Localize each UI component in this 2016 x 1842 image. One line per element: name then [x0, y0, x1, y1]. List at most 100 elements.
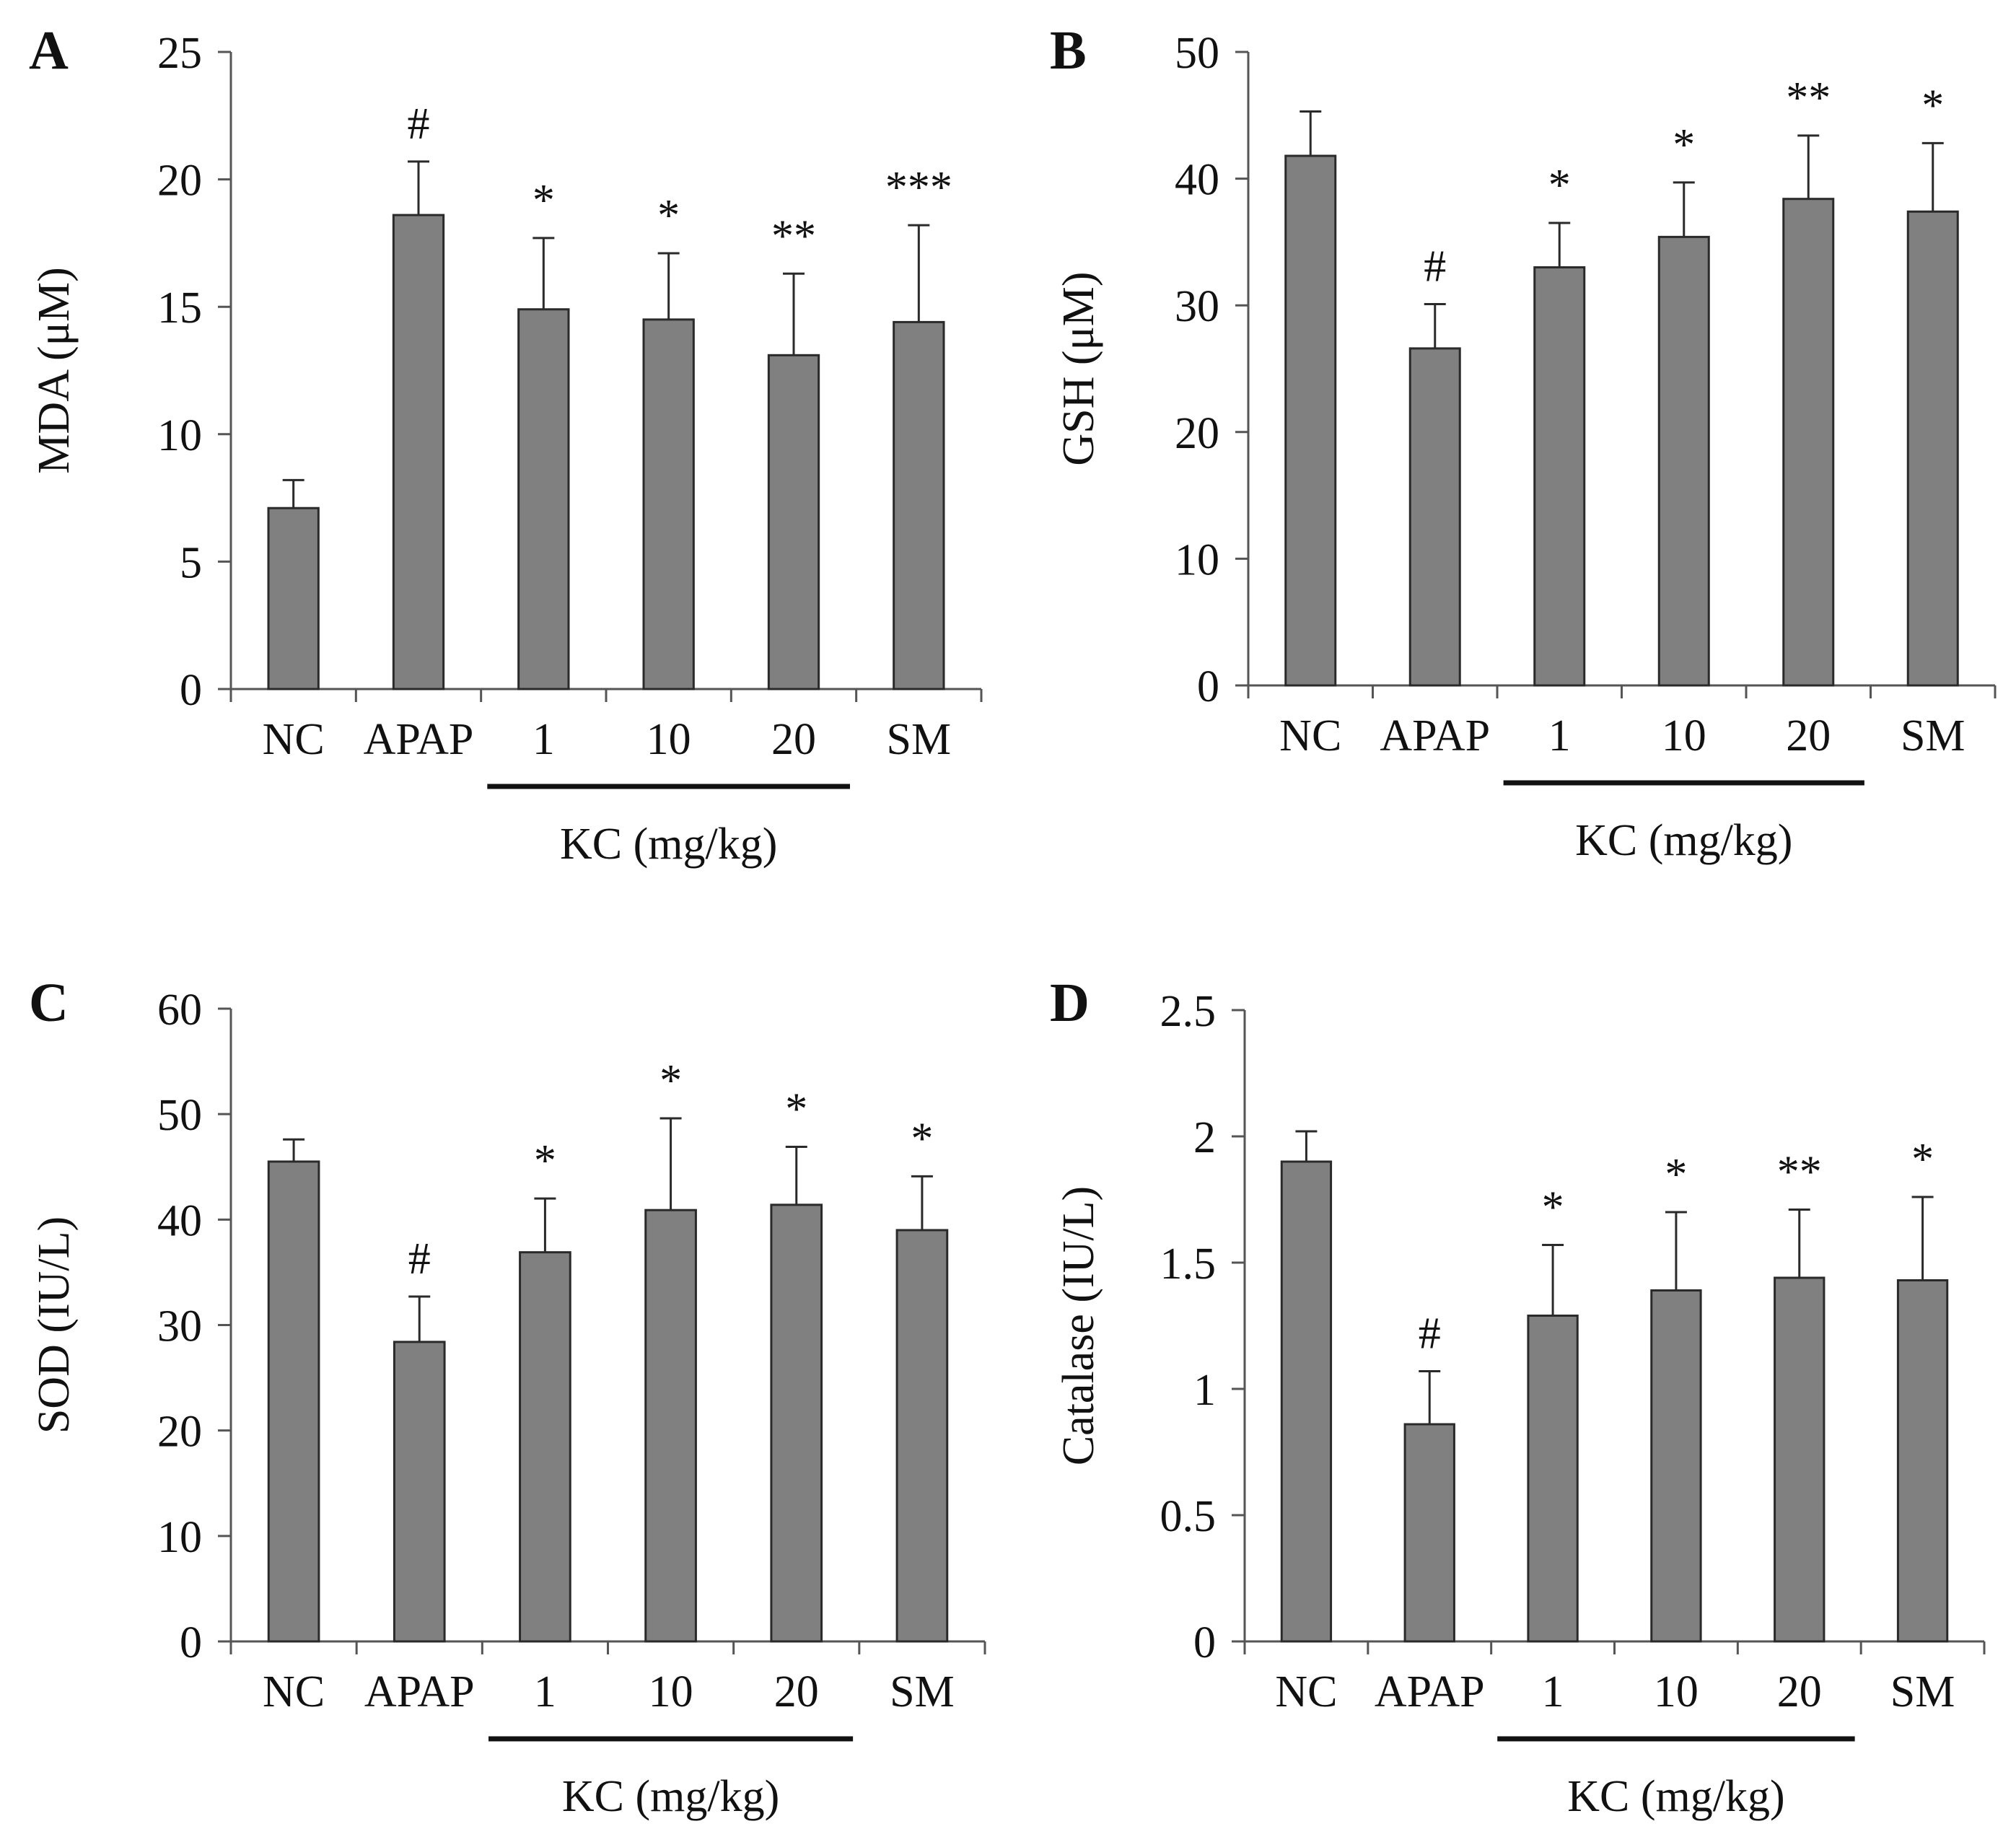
- panel-a: A 0 5 10 15 20 25 MDA (μM) NC # APAP * 1 * 10 ** 20 *** SM…: [29, 20, 983, 869]
- bar: [1896, 1279, 1949, 1643]
- category-label: 1: [533, 715, 555, 764]
- category-label: 1: [1548, 711, 1571, 760]
- panel-letter: A: [29, 20, 69, 81]
- significance-marker: *: [657, 191, 680, 240]
- bar: [1657, 235, 1710, 687]
- panel-letter: B: [1050, 20, 1087, 81]
- group-bracket-label: KC (mg/kg): [562, 1772, 779, 1821]
- panel-c: C 0 10 20 30 40 50 60 SOD (IU/L) NC # APAP * 1 * 10 * 20 *…: [29, 973, 986, 1821]
- panel-letter: D: [1050, 973, 1090, 1033]
- bar: [393, 1341, 446, 1643]
- y-axis-label: Catalase (IU/L): [1054, 1186, 1103, 1465]
- category-label: 20: [1777, 1667, 1822, 1716]
- group-bracket-label: KC (mg/kg): [1575, 816, 1792, 865]
- y-tick-label: 1.5: [1160, 1240, 1217, 1289]
- bar: [895, 1229, 949, 1643]
- y-tick-label: 0: [1197, 662, 1219, 711]
- category-label: SM: [1901, 711, 1965, 760]
- bar: [1774, 1276, 1826, 1643]
- significance-marker: *: [1921, 81, 1944, 130]
- significance-marker: **: [1786, 74, 1831, 123]
- category-label: APAP: [1380, 711, 1490, 760]
- bar: [1906, 210, 1959, 687]
- category-label: NC: [263, 1667, 325, 1716]
- y-tick-label: 20: [1175, 409, 1219, 458]
- category-label: 20: [771, 715, 816, 764]
- panel-b: B 0 10 20 30 40 50 GSH (μM) NC # APAP * 1 * 10 ** 20 * SM K…: [1050, 20, 1997, 865]
- category-label: 10: [649, 1667, 693, 1716]
- group-bracket-label: KC (mg/kg): [560, 820, 777, 869]
- y-tick-label: 50: [157, 1091, 202, 1140]
- significance-marker: *: [911, 1114, 933, 1163]
- y-tick-label: 25: [157, 29, 202, 78]
- panel-d: D 0 0.5 1 1.5 2 2.5 Catalase (IU/L) NC # APAP * 1 * 10…: [1050, 973, 1986, 1821]
- category-label: 1: [1542, 1667, 1564, 1716]
- y-tick-label: 20: [157, 157, 202, 206]
- bar: [1408, 347, 1461, 687]
- y-tick-label: 30: [1175, 282, 1219, 331]
- bar: [642, 318, 695, 690]
- category-label: NC: [263, 715, 325, 764]
- category-label: SM: [1890, 1667, 1955, 1716]
- significance-marker: ***: [885, 163, 952, 212]
- bar: [1280, 1160, 1333, 1643]
- y-tick-label: 40: [157, 1196, 202, 1245]
- category-label: 20: [774, 1667, 819, 1716]
- category-label: NC: [1279, 711, 1341, 760]
- y-axis-label: MDA (μM): [30, 267, 79, 473]
- y-tick-label: 0: [180, 1618, 202, 1667]
- group-bracket-label: KC (mg/kg): [1567, 1772, 1784, 1821]
- bar: [1533, 266, 1586, 687]
- category-label: 10: [647, 715, 691, 764]
- bar: [1284, 154, 1337, 687]
- significance-marker: #: [408, 100, 430, 149]
- bar: [644, 1209, 697, 1643]
- bar: [1527, 1315, 1579, 1643]
- bar: [392, 214, 445, 690]
- significance-marker: *: [785, 1084, 807, 1133]
- significance-marker: #: [1424, 242, 1446, 291]
- bar: [267, 506, 320, 690]
- category-label: 10: [1662, 711, 1706, 760]
- significance-marker: #: [1419, 1310, 1441, 1359]
- category-label: 10: [1654, 1667, 1699, 1716]
- category-label: 1: [534, 1667, 556, 1716]
- y-tick-label: 1: [1193, 1366, 1216, 1415]
- significance-marker: *: [1548, 161, 1571, 210]
- bar: [517, 308, 570, 690]
- y-tick-label: 0.5: [1160, 1492, 1217, 1541]
- category-label: APAP: [364, 715, 474, 764]
- bar: [767, 354, 820, 690]
- category-label: 20: [1786, 711, 1831, 760]
- y-tick-label: 0: [180, 666, 202, 715]
- bar: [1782, 198, 1835, 687]
- significance-marker: *: [659, 1056, 682, 1105]
- significance-marker: *: [1542, 1183, 1564, 1232]
- category-label: APAP: [364, 1667, 475, 1716]
- significance-marker: **: [1777, 1148, 1822, 1197]
- bar: [893, 320, 945, 690]
- significance-marker: *: [534, 1136, 556, 1185]
- bar: [519, 1251, 571, 1643]
- bar: [1650, 1289, 1702, 1643]
- significance-marker: *: [533, 176, 555, 225]
- y-tick-label: 20: [157, 1408, 202, 1457]
- y-tick-label: 40: [1175, 156, 1219, 205]
- y-tick-label: 2: [1193, 1113, 1216, 1162]
- significance-marker: *: [1911, 1135, 1934, 1184]
- panel-letter: C: [29, 973, 69, 1033]
- significance-marker: *: [1673, 120, 1695, 170]
- y-tick-label: 5: [180, 538, 202, 587]
- y-tick-label: 10: [157, 411, 202, 460]
- category-label: SM: [890, 1667, 955, 1716]
- category-label: SM: [887, 715, 952, 764]
- y-axis-label: SOD (IU/L): [30, 1216, 79, 1434]
- significance-marker: *: [1665, 1150, 1687, 1199]
- y-tick-label: 15: [157, 284, 202, 333]
- significance-marker: #: [408, 1234, 431, 1284]
- y-tick-label: 30: [157, 1302, 202, 1351]
- y-tick-label: 2.5: [1160, 987, 1217, 1036]
- category-label: NC: [1275, 1667, 1337, 1716]
- y-tick-label: 50: [1175, 29, 1219, 78]
- bar: [1403, 1423, 1455, 1643]
